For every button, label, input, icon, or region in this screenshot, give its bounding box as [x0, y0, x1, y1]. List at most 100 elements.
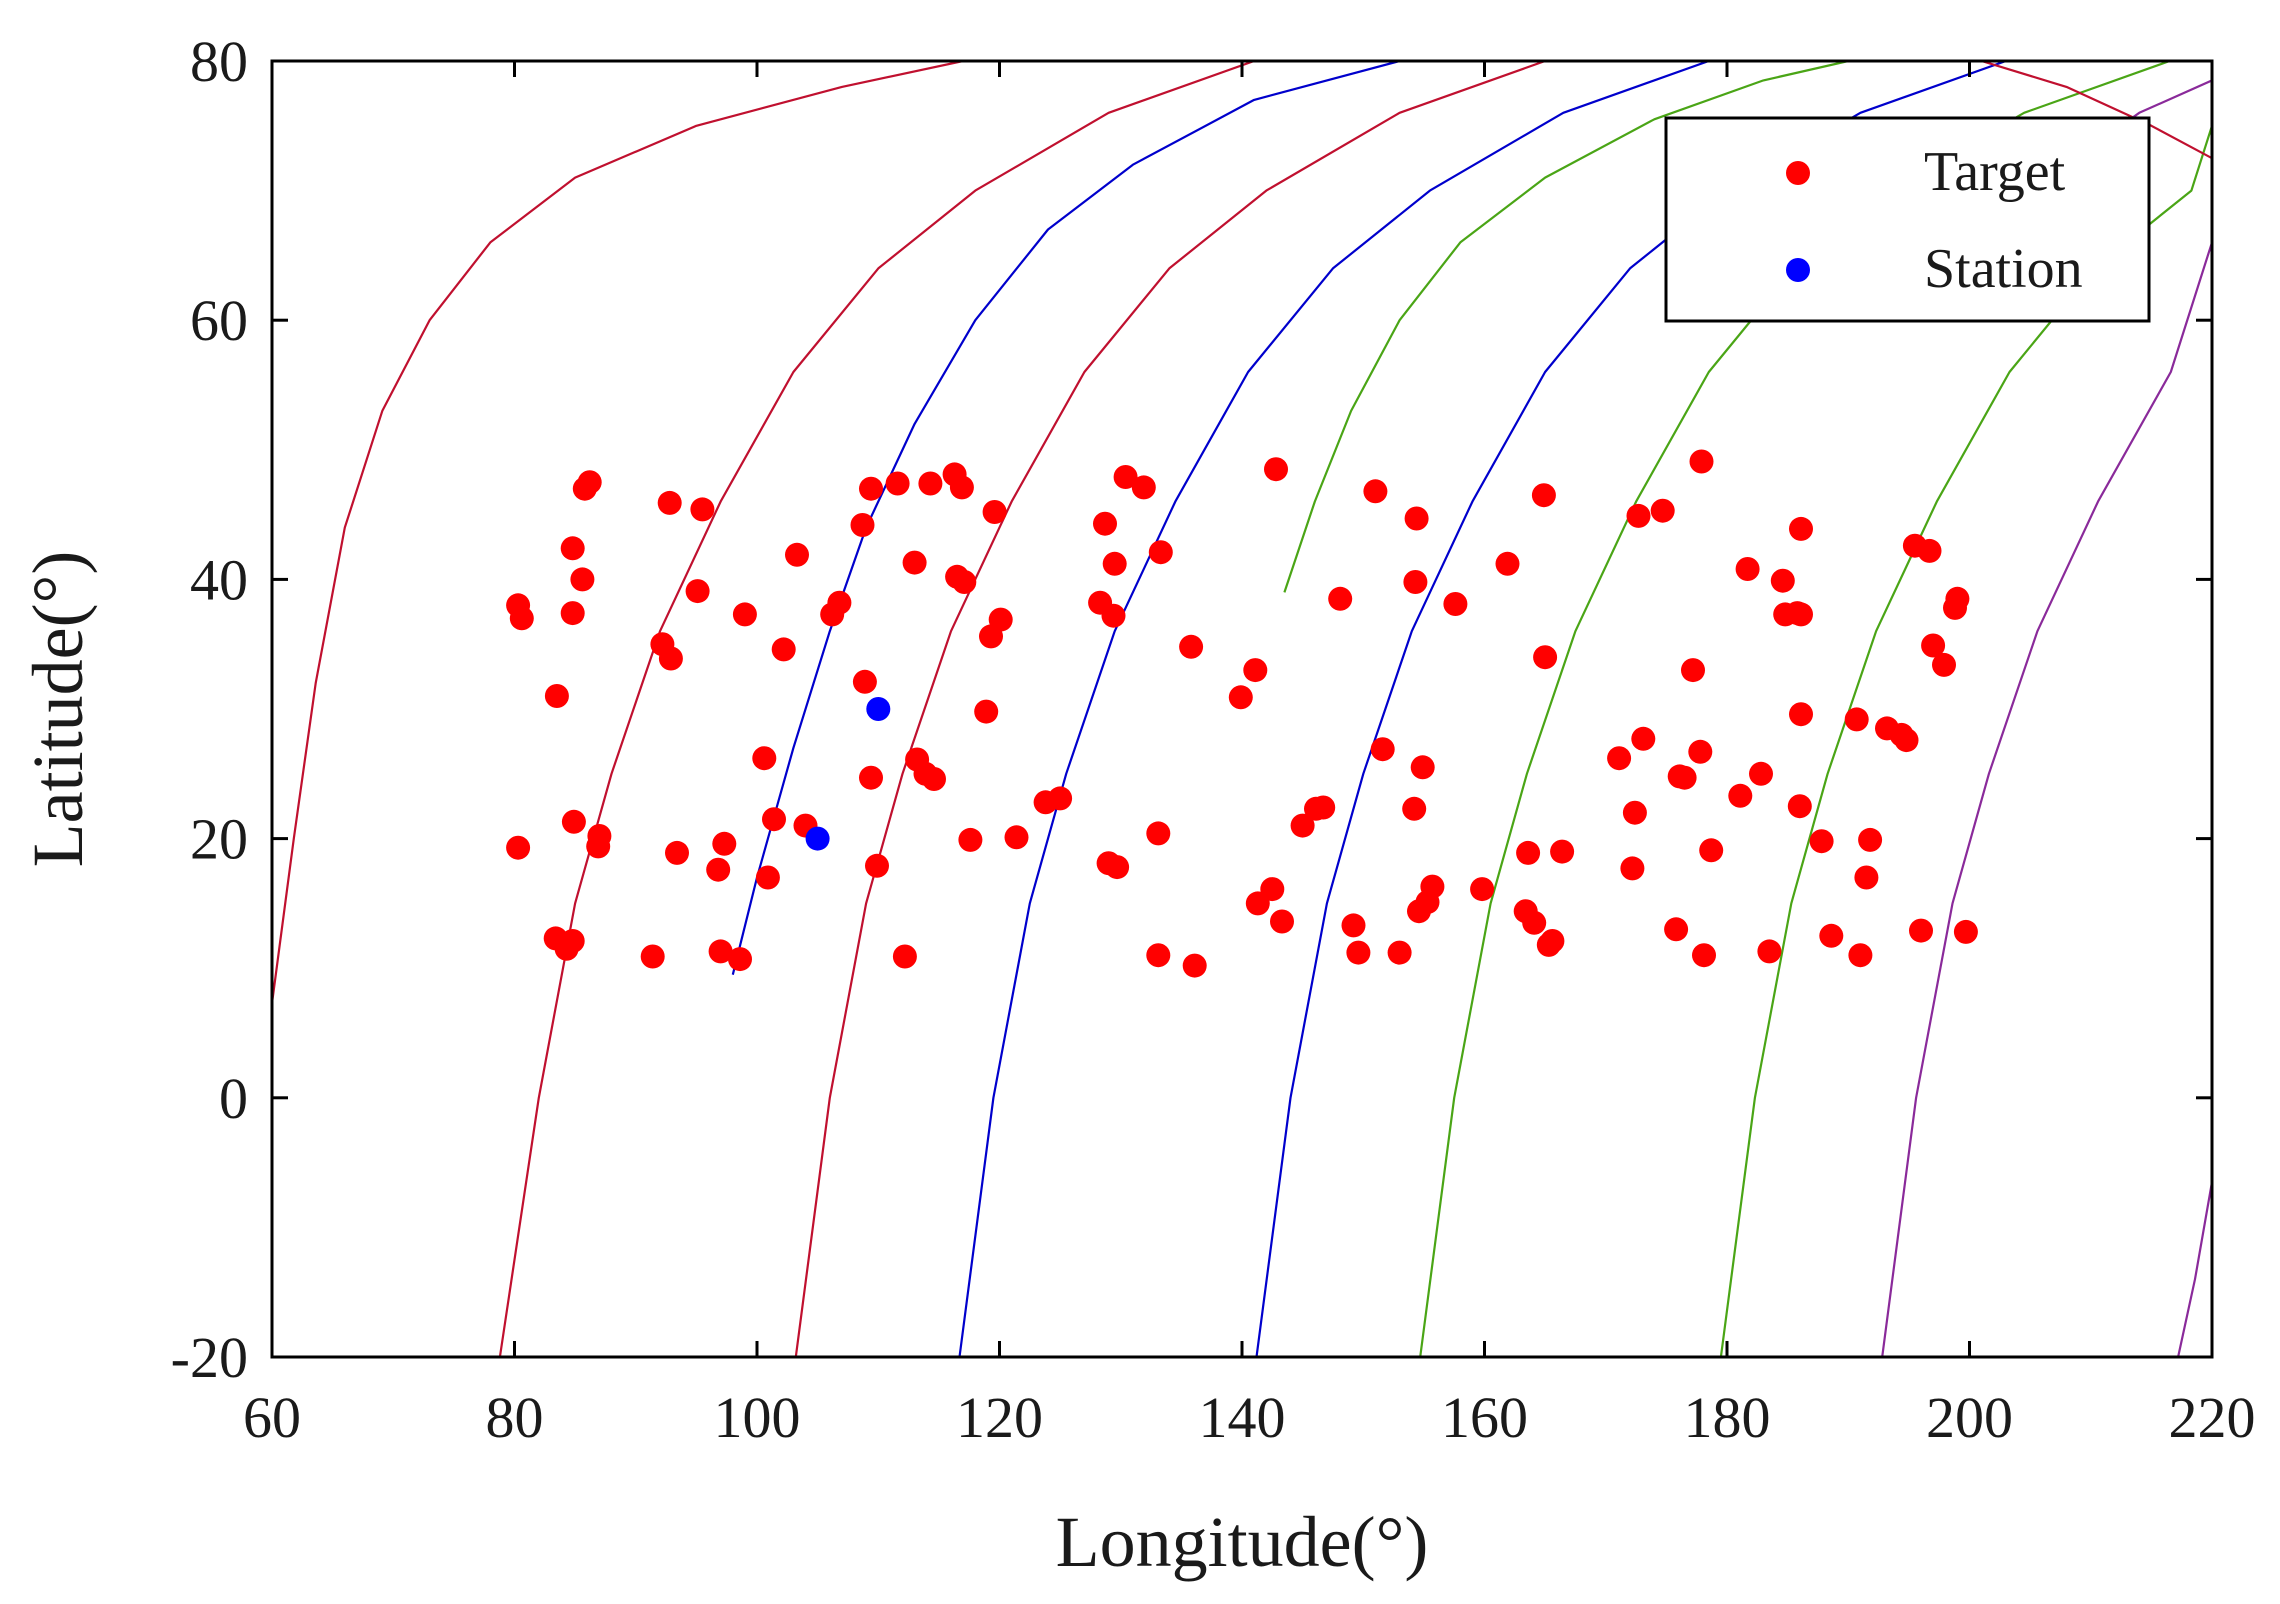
target-point: [509, 606, 534, 631]
x-ticks: 60 80 100 120 140 160 180 200 220: [243, 61, 2256, 1450]
y-tick-label: 40: [190, 547, 248, 612]
target-point: [1650, 498, 1675, 523]
target-point: [974, 699, 999, 724]
target-point: [1607, 746, 1632, 771]
target-point: [1179, 634, 1204, 659]
x-tick-label: 120: [956, 1385, 1043, 1450]
target-point: [852, 669, 877, 694]
target-point: [1787, 794, 1812, 819]
target-point: [1402, 796, 1427, 821]
target-point: [1270, 909, 1294, 934]
target-point: [1420, 874, 1445, 899]
target-point: [952, 570, 977, 594]
target-point: [560, 929, 585, 953]
track-line-11: [1981, 61, 2212, 160]
target-point: [706, 857, 731, 882]
target-point: [1728, 783, 1753, 808]
target-point: [1311, 795, 1336, 820]
target-point: [1894, 728, 1919, 753]
target-point: [658, 646, 683, 671]
target-point: [1146, 821, 1171, 846]
target-point: [1341, 913, 1366, 938]
target-point: [561, 809, 586, 834]
target-point: [690, 497, 715, 522]
track-line-2: [272, 61, 964, 1004]
target-point: [1182, 953, 1207, 978]
target-point: [544, 684, 569, 708]
target-point: [1228, 685, 1253, 710]
target-point: [1631, 726, 1656, 751]
target-point: [1789, 602, 1813, 627]
target-point: [1093, 511, 1117, 536]
target-point: [1363, 479, 1388, 504]
target-point: [1102, 551, 1127, 576]
target-point: [1917, 538, 1942, 563]
y-tick-label: 20: [190, 807, 248, 872]
station-point: [805, 826, 830, 851]
y-tick-label: -20: [171, 1325, 248, 1390]
target-point: [949, 475, 974, 500]
station-point: [866, 697, 891, 721]
legend-station-label: Station: [1924, 238, 2083, 300]
x-tick-label: 100: [714, 1385, 801, 1450]
track-line-12: [1881, 242, 2212, 1357]
target-point: [958, 827, 983, 852]
target-point: [785, 542, 809, 567]
x-tick-label: 200: [1926, 1385, 2013, 1450]
target-point: [827, 590, 852, 615]
target-point: [1809, 829, 1834, 854]
target-point: [1403, 570, 1428, 594]
target-point: [1848, 943, 1873, 968]
target-point: [1243, 658, 1268, 683]
target-point: [762, 807, 786, 832]
target-point: [1550, 839, 1575, 864]
target-point: [1620, 856, 1645, 881]
y-axis-title: Latitude(°): [18, 551, 98, 868]
target-point: [1443, 592, 1468, 616]
target-point: [1148, 540, 1173, 565]
target-point: [1290, 813, 1315, 838]
target-point: [1844, 707, 1869, 732]
target-point: [1664, 917, 1689, 942]
target-point: [1522, 910, 1547, 935]
target-point: [1757, 939, 1782, 964]
target-point: [1735, 557, 1760, 581]
target-point: [1105, 855, 1130, 880]
target-point: [1404, 506, 1429, 531]
target-point: [1692, 943, 1716, 968]
target-point: [1819, 923, 1844, 948]
target-point: [1626, 503, 1651, 528]
target-point: [665, 840, 689, 865]
target-point: [1789, 516, 1813, 541]
target-point: [752, 746, 777, 771]
target-point: [1770, 568, 1795, 593]
target-point: [586, 834, 611, 859]
target-point: [640, 944, 665, 969]
track-line-4: [731, 61, 1400, 975]
target-point: [1909, 918, 1933, 943]
target-point: [657, 490, 682, 515]
target-point: [1688, 739, 1713, 764]
target-point: [1260, 877, 1285, 902]
legend-box: [1664, 116, 2151, 323]
target-point: [918, 471, 943, 496]
x-tick-label: 140: [1199, 1385, 1286, 1450]
target-point: [865, 853, 889, 878]
target-point: [1004, 825, 1029, 850]
target-point: [1101, 603, 1126, 628]
target-point: [982, 500, 1007, 524]
target-point: [892, 944, 917, 969]
target-point: [1113, 465, 1138, 489]
target-point: [1495, 551, 1520, 576]
target-point: [685, 579, 710, 604]
target-point: [1346, 940, 1371, 965]
y-ticks: -20 0 20 40 60 80: [171, 29, 2212, 1390]
x-tick-label: 220: [2169, 1385, 2256, 1450]
target-point: [922, 767, 946, 791]
target-point: [1470, 877, 1495, 902]
target-point: [1932, 652, 1956, 677]
track-line-5: [794, 61, 1546, 1357]
target-point: [1749, 761, 1773, 786]
target-point: [902, 550, 927, 575]
target-point: [859, 476, 883, 501]
